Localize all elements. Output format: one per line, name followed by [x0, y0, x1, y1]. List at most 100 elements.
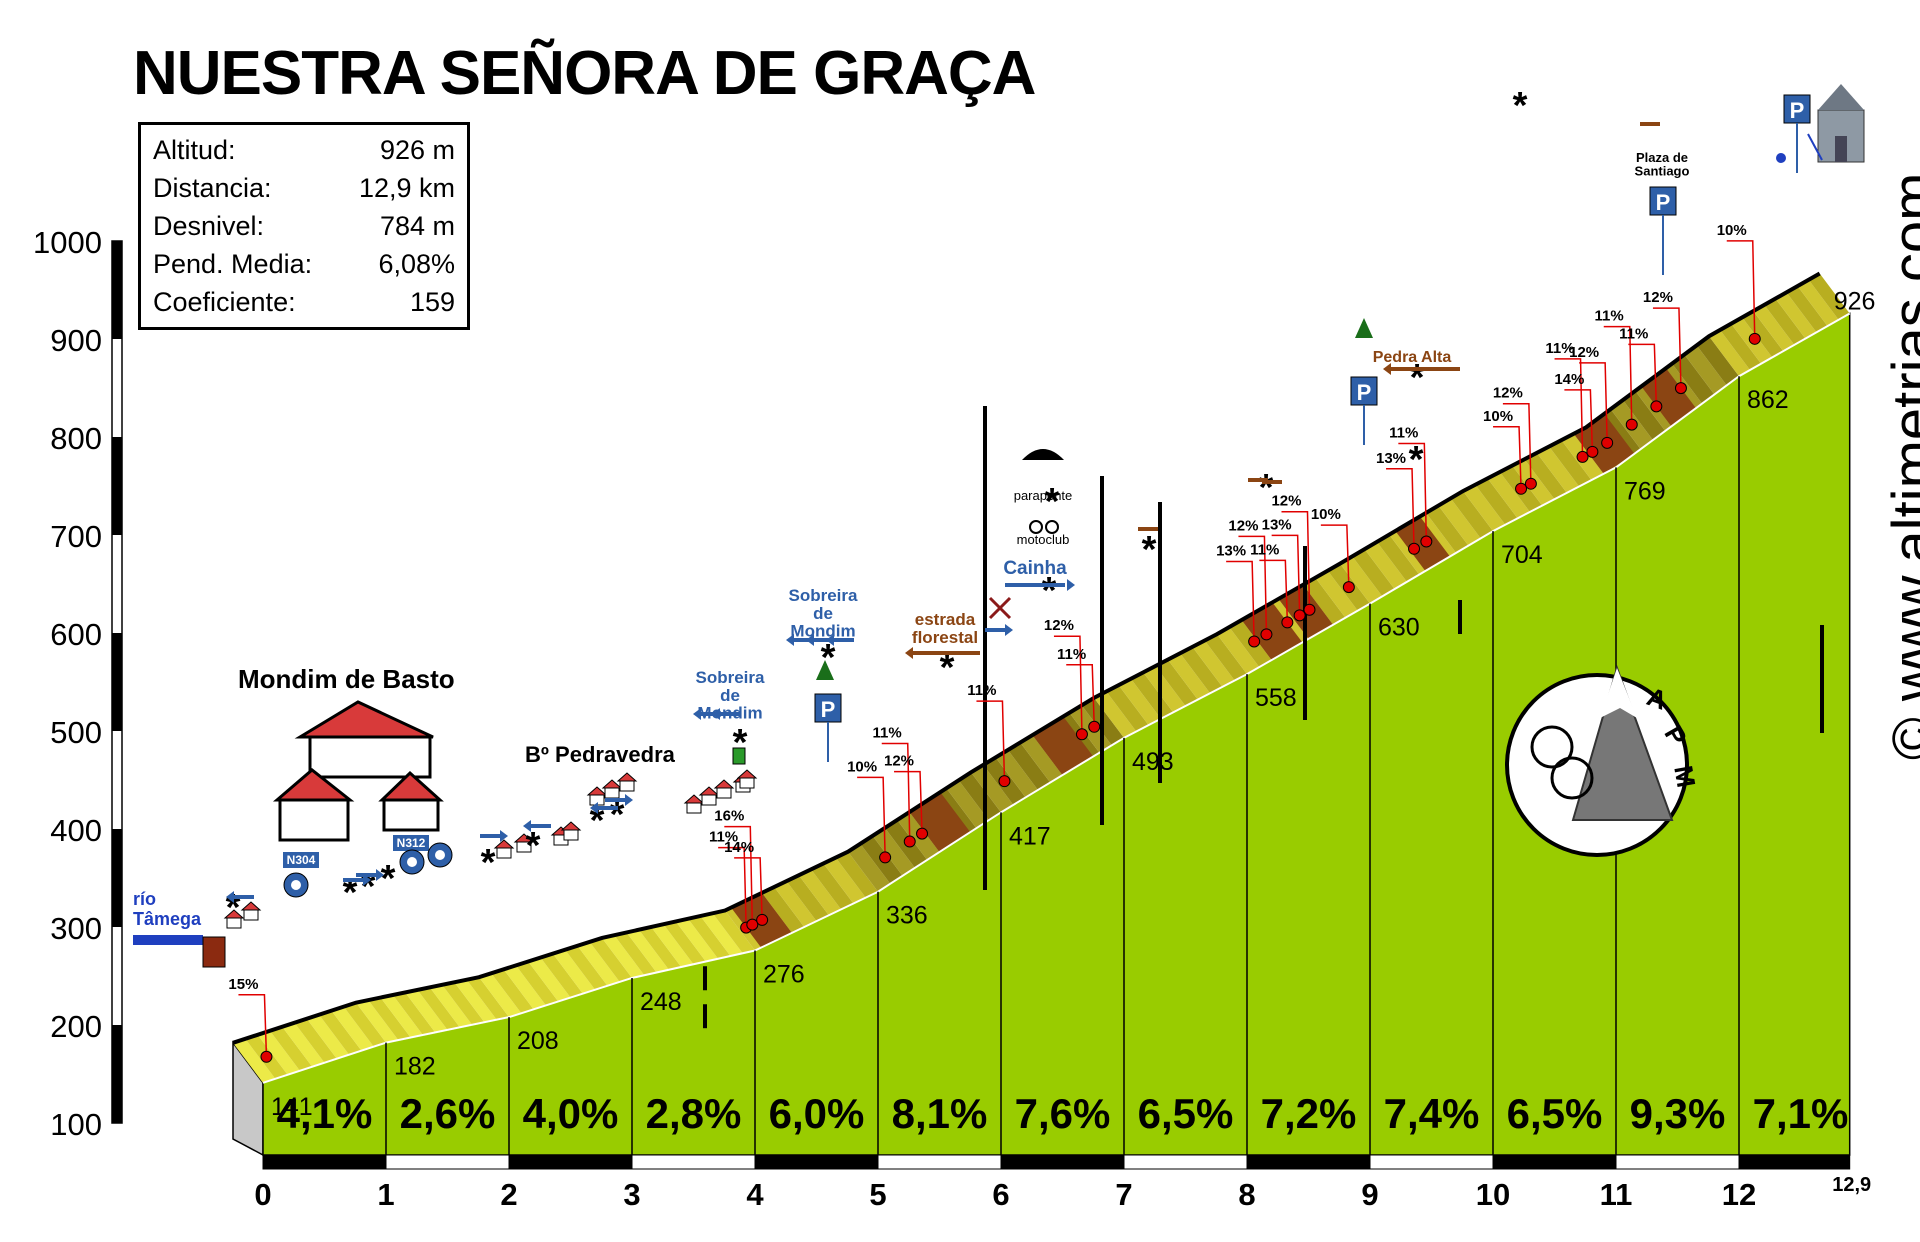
road-segment: [417, 987, 460, 1030]
cyclist-wheel2-icon: [1550, 756, 1594, 800]
altitude-label: 862: [1747, 386, 1789, 414]
church-door: [1835, 136, 1847, 162]
parking-sign-letter: P: [1656, 190, 1671, 215]
altitude-label: 630: [1378, 614, 1420, 642]
road-segment: [1684, 345, 1727, 395]
direction-arrow-icon: [356, 869, 384, 881]
pedra-alta-arrow-shaft: [1390, 367, 1460, 371]
steep-leader-line: [724, 825, 754, 925]
church-icon: [1817, 84, 1865, 163]
steep-leader-line: [1554, 358, 1584, 457]
house-wall: [243, 909, 259, 921]
road-segment: [1753, 304, 1795, 352]
road-segment: [1475, 478, 1518, 525]
poi-asterisk: *: [1513, 85, 1528, 127]
road-segment: [1130, 672, 1174, 719]
house-roof: [736, 769, 758, 779]
steep-point-dot: [260, 1050, 273, 1063]
arrow-head: [826, 634, 834, 646]
road-segment: [1808, 273, 1850, 320]
arrow-shaft: [356, 873, 378, 877]
road-segment: [1524, 452, 1567, 500]
arrow-shaft: [812, 638, 834, 642]
road-segment: [1376, 534, 1420, 582]
steep-grade-label: 10%: [1311, 506, 1341, 523]
steep-leader-line: [1628, 343, 1658, 407]
house-icon: [616, 772, 638, 792]
steep-grade-label: 12%: [1493, 385, 1523, 402]
sobreira-label-upper: Mondim: [790, 622, 855, 641]
house-roof: [493, 839, 515, 849]
steep-leader-line: [894, 770, 923, 834]
y-tick-label: 1000: [33, 225, 102, 260]
steep-point-dot: [1075, 728, 1088, 741]
road-sign-n304-label: N304: [287, 853, 316, 867]
pedra-alta-arrow-head: [1383, 363, 1391, 375]
steep-point-dot: [903, 835, 916, 848]
y-tick-label: 800: [50, 421, 102, 456]
steep-grade-label: 13%: [1376, 450, 1406, 467]
x-tick-label: 6: [992, 1177, 1009, 1212]
road-segment: [491, 969, 534, 1014]
arrow-shaft: [718, 712, 740, 716]
road-segment: [233, 1038, 276, 1083]
direction-arrow-icon: [806, 634, 834, 646]
river-water: [133, 935, 203, 945]
steep-point-dot: [1625, 418, 1638, 431]
house-roof: [560, 821, 582, 831]
parking-sign-letter: P: [1357, 380, 1372, 405]
segment-grade-label: 4,0%: [523, 1090, 619, 1137]
ruler-band: [112, 437, 122, 535]
road-segment: [1786, 286, 1828, 333]
segment-grade-label: 7,1%: [1753, 1090, 1849, 1137]
x-tick-label: 11: [1600, 1177, 1633, 1212]
steep-point-dot: [1281, 616, 1294, 629]
x-tick-label: 8: [1238, 1177, 1255, 1212]
road-segment: [503, 965, 546, 1010]
arrow-head: [500, 830, 508, 842]
altitude-label: 704: [1501, 541, 1543, 569]
altitude-label: 182: [394, 1053, 436, 1081]
parking-sign-icon: P: [1649, 186, 1677, 275]
road-segment: [1217, 627, 1260, 675]
road-segment: [1007, 742, 1051, 790]
steep-grade-label: 14%: [1554, 371, 1584, 388]
arrow-shaft: [792, 638, 814, 642]
brown-arrow-icon: [1640, 122, 1660, 126]
road-segment: [1106, 685, 1149, 732]
steep-grade-label: 11%: [967, 682, 996, 699]
steep-point-dot: [1260, 628, 1273, 641]
mountain-snow-icon: [1600, 668, 1637, 718]
house-roof: [240, 901, 262, 911]
poi-asterisk: *: [1142, 529, 1157, 571]
x-tick-label: 12: [1722, 1177, 1756, 1212]
steep-grade-label: 15%: [228, 976, 258, 993]
segment-grade-label: 2,8%: [646, 1090, 742, 1137]
steep-leader-line: [881, 742, 911, 842]
arrow-shaft: [699, 712, 721, 716]
road-segment: [1742, 311, 1784, 358]
plaza-santiago-label: Plaza de: [1636, 150, 1688, 165]
road-segment: [577, 941, 620, 986]
cainha-arrow-head: [1067, 579, 1075, 591]
arrow-shaft: [596, 806, 618, 810]
town-roof-main: [294, 700, 434, 739]
fuel-pump-icon: [732, 747, 746, 765]
segment-grade-label: 4,1%: [277, 1090, 373, 1137]
tree-icon: [1355, 318, 1373, 338]
road-segment: [1487, 471, 1530, 519]
steep-point-dot: [1248, 635, 1261, 648]
road-segment: [392, 992, 436, 1035]
steep-grade-label: 12%: [884, 753, 914, 770]
x-end-label: 12,9: [1832, 1174, 1871, 1196]
arrow-shaft: [985, 628, 1007, 632]
poi-asterisk: *: [1259, 467, 1274, 509]
steep-leader-line: [1320, 524, 1350, 588]
village-label: Bº Pedravedra: [525, 742, 676, 767]
house-icon: [513, 833, 535, 853]
steep-point-dot: [916, 827, 929, 840]
parking-sign-icon: P: [1350, 376, 1378, 445]
road-segment: [638, 926, 682, 970]
house-wall: [563, 829, 579, 841]
km-bar-band: [1615, 1154, 1740, 1170]
